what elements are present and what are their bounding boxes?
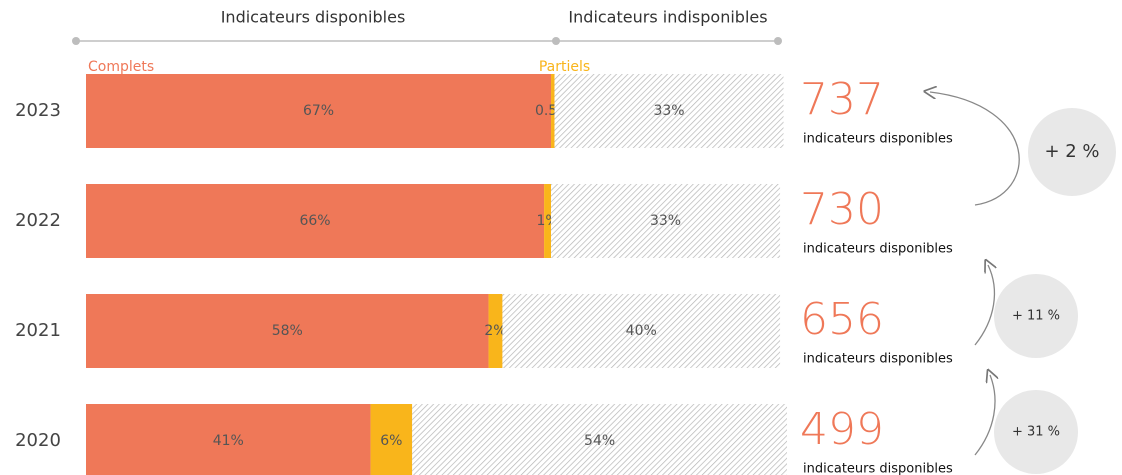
value-label: 33% xyxy=(650,213,681,229)
bar-segment xyxy=(554,74,784,148)
total-value: 499 xyxy=(800,404,884,455)
value-label: 66% xyxy=(299,213,330,229)
growth-circle xyxy=(994,274,1078,358)
bar-segment xyxy=(86,74,552,148)
bar-segment xyxy=(551,184,781,258)
growth-label: + 31 % xyxy=(1012,425,1060,440)
header-left: Indicateurs disponibles xyxy=(221,8,406,27)
growth-circle xyxy=(1028,108,1116,196)
value-label: 67% xyxy=(303,103,334,119)
value-label: 58% xyxy=(272,323,303,339)
legend-label: Partiels xyxy=(539,59,590,75)
header-right: Indicateurs indisponibles xyxy=(568,8,767,27)
growth-label: + 11 % xyxy=(1012,309,1060,324)
value-label: 41% xyxy=(213,433,244,449)
total-caption: indicateurs disponibles xyxy=(803,242,953,257)
total-caption: indicateurs disponibles xyxy=(803,462,953,475)
category-label: 2023 xyxy=(15,100,61,121)
header-dot xyxy=(774,37,782,45)
growth-arrow xyxy=(930,92,1020,206)
total-value: 730 xyxy=(800,184,884,235)
bar-segment xyxy=(488,294,503,368)
growth-label: + 2 % xyxy=(1044,141,1099,162)
bar-segment xyxy=(502,294,781,368)
growth-circle xyxy=(994,390,1078,474)
category-label: 2020 xyxy=(15,430,61,451)
header-dot xyxy=(552,37,560,45)
header-dot xyxy=(72,37,80,45)
total-caption: indicateurs disponibles xyxy=(803,352,953,367)
bar-segment xyxy=(544,184,552,258)
category-label: 2022 xyxy=(15,210,61,231)
bar-segment xyxy=(86,294,489,368)
growth-circles: + 2 % + 11 % + 31 % xyxy=(930,92,1116,474)
value-label: 2% xyxy=(484,323,506,339)
growth-arrow xyxy=(974,265,994,346)
header: Indicateurs disponibles Indicateurs indi… xyxy=(72,8,782,45)
bar-segment xyxy=(86,184,545,258)
bar-segment xyxy=(86,404,371,475)
value-label: 40% xyxy=(626,323,657,339)
value-label: 6% xyxy=(380,433,402,449)
bar-segment xyxy=(551,74,555,148)
value-label: 33% xyxy=(653,103,684,119)
growth-arrow xyxy=(974,375,995,456)
legend-label: Complets xyxy=(88,59,154,75)
value-label: 54% xyxy=(584,433,615,449)
bar-segment xyxy=(412,404,787,475)
bar-segment xyxy=(370,404,413,475)
total-value: 737 xyxy=(800,74,884,125)
category-label: 2021 xyxy=(15,320,61,341)
total-value: 656 xyxy=(800,294,884,345)
total-caption: indicateurs disponibles xyxy=(803,132,953,147)
